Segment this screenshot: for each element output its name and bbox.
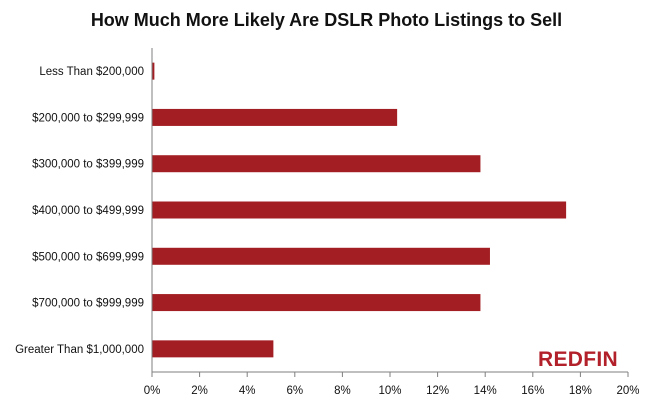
category-label: $300,000 to $399,999 xyxy=(32,159,144,171)
bars-group xyxy=(152,62,567,358)
x-tick-label: 0% xyxy=(144,385,161,397)
x-tick-label: 18% xyxy=(569,385,592,397)
category-labels: Less Than $200,000 $200,000 to $299,999 $3… xyxy=(15,66,144,356)
bar xyxy=(152,340,274,358)
x-tick-label: 14% xyxy=(474,385,497,397)
bar xyxy=(152,62,155,80)
bar xyxy=(152,201,567,219)
x-tick-label: 20% xyxy=(616,385,639,397)
category-label: $400,000 to $499,999 xyxy=(32,205,144,217)
x-axis-ticks: 0% 2% 4% 6% 8% 10% 12% 14% 16% 18% 20% xyxy=(144,372,640,397)
category-label: $500,000 to $699,999 xyxy=(32,251,144,263)
category-label: $700,000 to $999,999 xyxy=(32,298,144,310)
bar xyxy=(152,108,398,126)
x-tick-label: 8% xyxy=(334,385,351,397)
category-label: $200,000 to $299,999 xyxy=(32,112,144,124)
x-tick-label: 10% xyxy=(378,385,401,397)
x-tick-label: 16% xyxy=(521,385,544,397)
chart-title: How Much More Likely Are DSLR Photo List… xyxy=(90,10,563,30)
x-tick-label: 6% xyxy=(286,385,303,397)
bar xyxy=(152,294,481,312)
bar xyxy=(152,155,481,173)
x-tick-label: 2% xyxy=(191,385,208,397)
category-label: Greater Than $1,000,000 xyxy=(15,344,144,356)
x-tick-label: 4% xyxy=(239,385,256,397)
category-label: Less Than $200,000 xyxy=(39,66,144,78)
x-tick-label: 12% xyxy=(426,385,449,397)
redfin-logo: REDFIN xyxy=(538,348,618,371)
bar xyxy=(152,247,490,265)
